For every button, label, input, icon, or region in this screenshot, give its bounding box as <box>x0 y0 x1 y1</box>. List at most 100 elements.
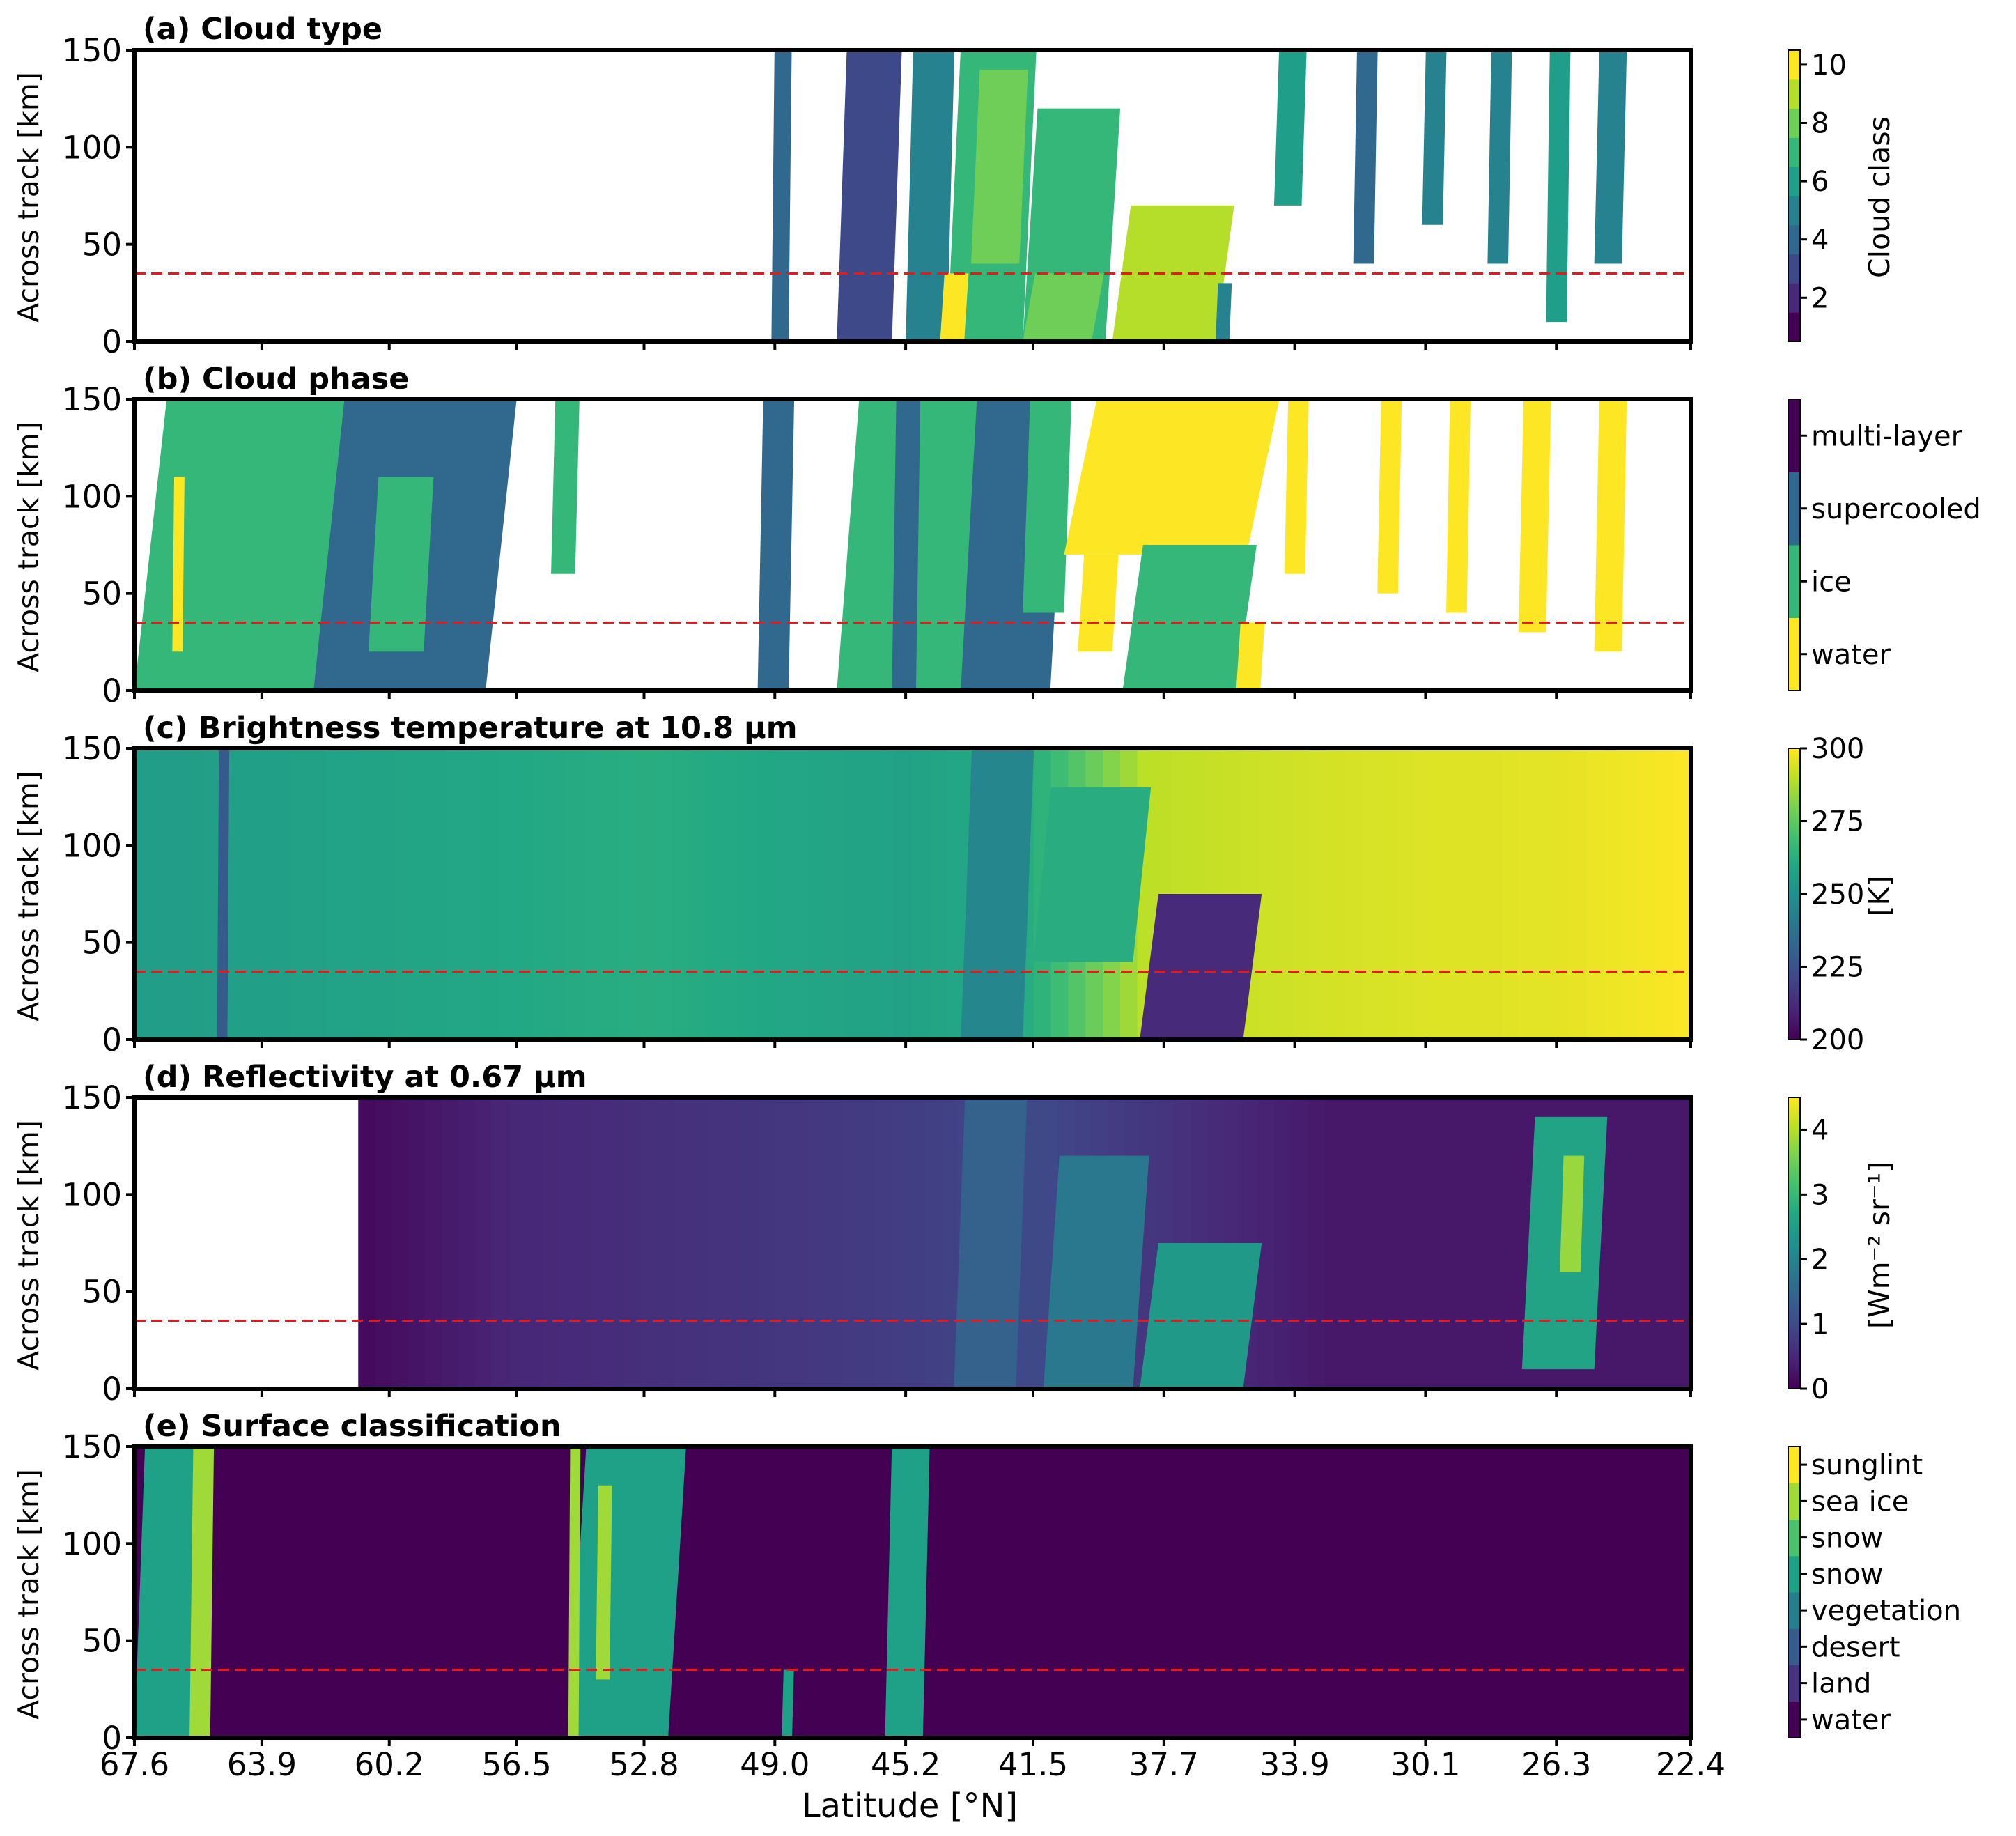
x-tick-label: 63.9 <box>227 1746 297 1783</box>
colorbar-category-label: snow <box>1811 1522 1883 1555</box>
x-tick-labels: 67.6 63.9 60.2 56.5 52.8 49.0 45.2 41.5 37.7 33.9… <box>100 1746 1726 1783</box>
background-strip <box>941 1097 959 1389</box>
colorbar-category-label: sunglint <box>1811 1449 1923 1481</box>
background-strip <box>791 748 810 1040</box>
field-region <box>1273 50 1307 206</box>
colorbar-frame <box>1788 49 1801 342</box>
field-region <box>134 1447 204 1738</box>
colorbar-swatch <box>1788 1701 1800 1738</box>
background-strip <box>1656 748 1675 1040</box>
background-strip <box>272 748 291 1040</box>
y-tick-label: 100 <box>62 478 122 515</box>
background-strip <box>1407 1097 1425 1389</box>
panel-e-plot: 0 50 100 150 <box>62 1428 1693 1757</box>
axes-frame <box>132 746 1693 1042</box>
background-strip <box>641 1097 659 1389</box>
background-strip <box>635 748 654 1040</box>
background-strip <box>947 748 966 1040</box>
background-strip <box>1507 1097 1525 1389</box>
background-strip <box>1431 748 1450 1040</box>
x-tick-label: 26.3 <box>1521 1746 1591 1783</box>
background-strip <box>708 1097 726 1389</box>
field-region <box>251 399 272 691</box>
colorbar-tick-label: 4 <box>1811 1114 1829 1146</box>
background-strip <box>791 1097 809 1389</box>
field-region <box>1023 399 1072 613</box>
field-region <box>1023 273 1104 341</box>
colorbar-category-label: vegetation <box>1811 1595 1961 1627</box>
background-strip <box>722 748 741 1040</box>
x-tick-label: 49.0 <box>740 1746 809 1783</box>
panel-d-title: (d) Reflectivity at 0.67 µm <box>143 1060 587 1095</box>
field-region <box>172 477 185 652</box>
background-strip <box>1457 1097 1475 1389</box>
background-strip <box>824 1097 842 1389</box>
background-strip <box>445 748 464 1040</box>
field-region <box>1140 894 1262 1040</box>
background-strip <box>591 1097 609 1389</box>
colorbar-category-label: sea ice <box>1811 1486 1909 1518</box>
x-axis-label: Latitude [°N] <box>802 1787 1018 1826</box>
background-strip <box>860 748 879 1040</box>
x-tick-label: 33.9 <box>1260 1746 1330 1783</box>
y-tick-label: 100 <box>62 827 122 864</box>
field-region <box>189 1447 215 1738</box>
y-tick-label: 50 <box>82 226 122 263</box>
field-region <box>1064 399 1280 555</box>
field-region <box>568 1447 686 1738</box>
background-strip <box>1308 1097 1325 1389</box>
panel-d: (d) Reflectivity at 0.67 µm Across track… <box>12 1060 1896 1407</box>
colorbar-tick-label: 225 <box>1811 952 1864 984</box>
colorbar-tick-label: 250 <box>1811 879 1864 911</box>
y-tick-label: 0 <box>102 1371 122 1407</box>
field-region <box>837 50 902 341</box>
y-tick-label: 0 <box>102 672 122 709</box>
background-strip <box>1657 1097 1675 1389</box>
background-strip <box>724 1097 743 1389</box>
colorbar-category-label: water <box>1811 639 1891 671</box>
x-tick-label: 67.6 <box>100 1746 169 1783</box>
field-region <box>1446 399 1471 613</box>
colorbar-category-label: supercooled <box>1811 493 1981 525</box>
background-strip <box>1569 748 1588 1040</box>
background-strip <box>491 1097 509 1389</box>
field-region <box>1236 622 1265 691</box>
y-tick-label: 50 <box>82 1274 122 1311</box>
background-strip <box>428 748 447 1040</box>
background-strip <box>1413 748 1432 1040</box>
field-region <box>1353 50 1378 264</box>
y-tick-label: 150 <box>62 730 122 767</box>
colorbar-frame <box>1788 1446 1801 1738</box>
field-region <box>1284 399 1309 574</box>
field-region <box>971 69 1028 264</box>
background-strip <box>186 748 205 1040</box>
panel-b-ylabel: Across track [km] <box>12 422 45 672</box>
background-strip <box>1641 1097 1659 1389</box>
y-tick-label: 100 <box>62 1176 122 1213</box>
background-strip <box>1607 1097 1625 1389</box>
panel-e-title: (e) Surface classification <box>143 1409 561 1444</box>
y-tick-label: 100 <box>62 1525 122 1562</box>
colorbar-tick-label: 275 <box>1811 806 1864 838</box>
colorbar-category-label: water <box>1811 1704 1891 1736</box>
panel-d-plot: 0 50 100 150 <box>62 1079 1693 1407</box>
x-tick-label: 60.2 <box>355 1746 424 1783</box>
background-strip <box>1441 1097 1459 1389</box>
background-strip <box>757 748 775 1040</box>
colorbar-category-label: desert <box>1811 1631 1900 1663</box>
y-tick-label: 0 <box>102 323 122 360</box>
background-strip <box>151 748 170 1040</box>
background-strip <box>624 1097 642 1389</box>
colorbar-swatch <box>1788 1519 1800 1557</box>
colorbar-tick-label: 4 <box>1811 224 1829 256</box>
x-tick-label: 41.5 <box>998 1746 1068 1783</box>
background-strip <box>1379 748 1398 1040</box>
x-tick-label: 22.4 <box>1656 1746 1726 1783</box>
background-strip <box>359 748 378 1040</box>
background-strip <box>358 1097 376 1389</box>
background-strip <box>825 748 844 1040</box>
colorbar-frame <box>1788 748 1801 1040</box>
field-region <box>1078 554 1119 652</box>
x-tick-label: 52.8 <box>609 1746 679 1783</box>
colorbar-category-label: snow <box>1811 1559 1883 1591</box>
